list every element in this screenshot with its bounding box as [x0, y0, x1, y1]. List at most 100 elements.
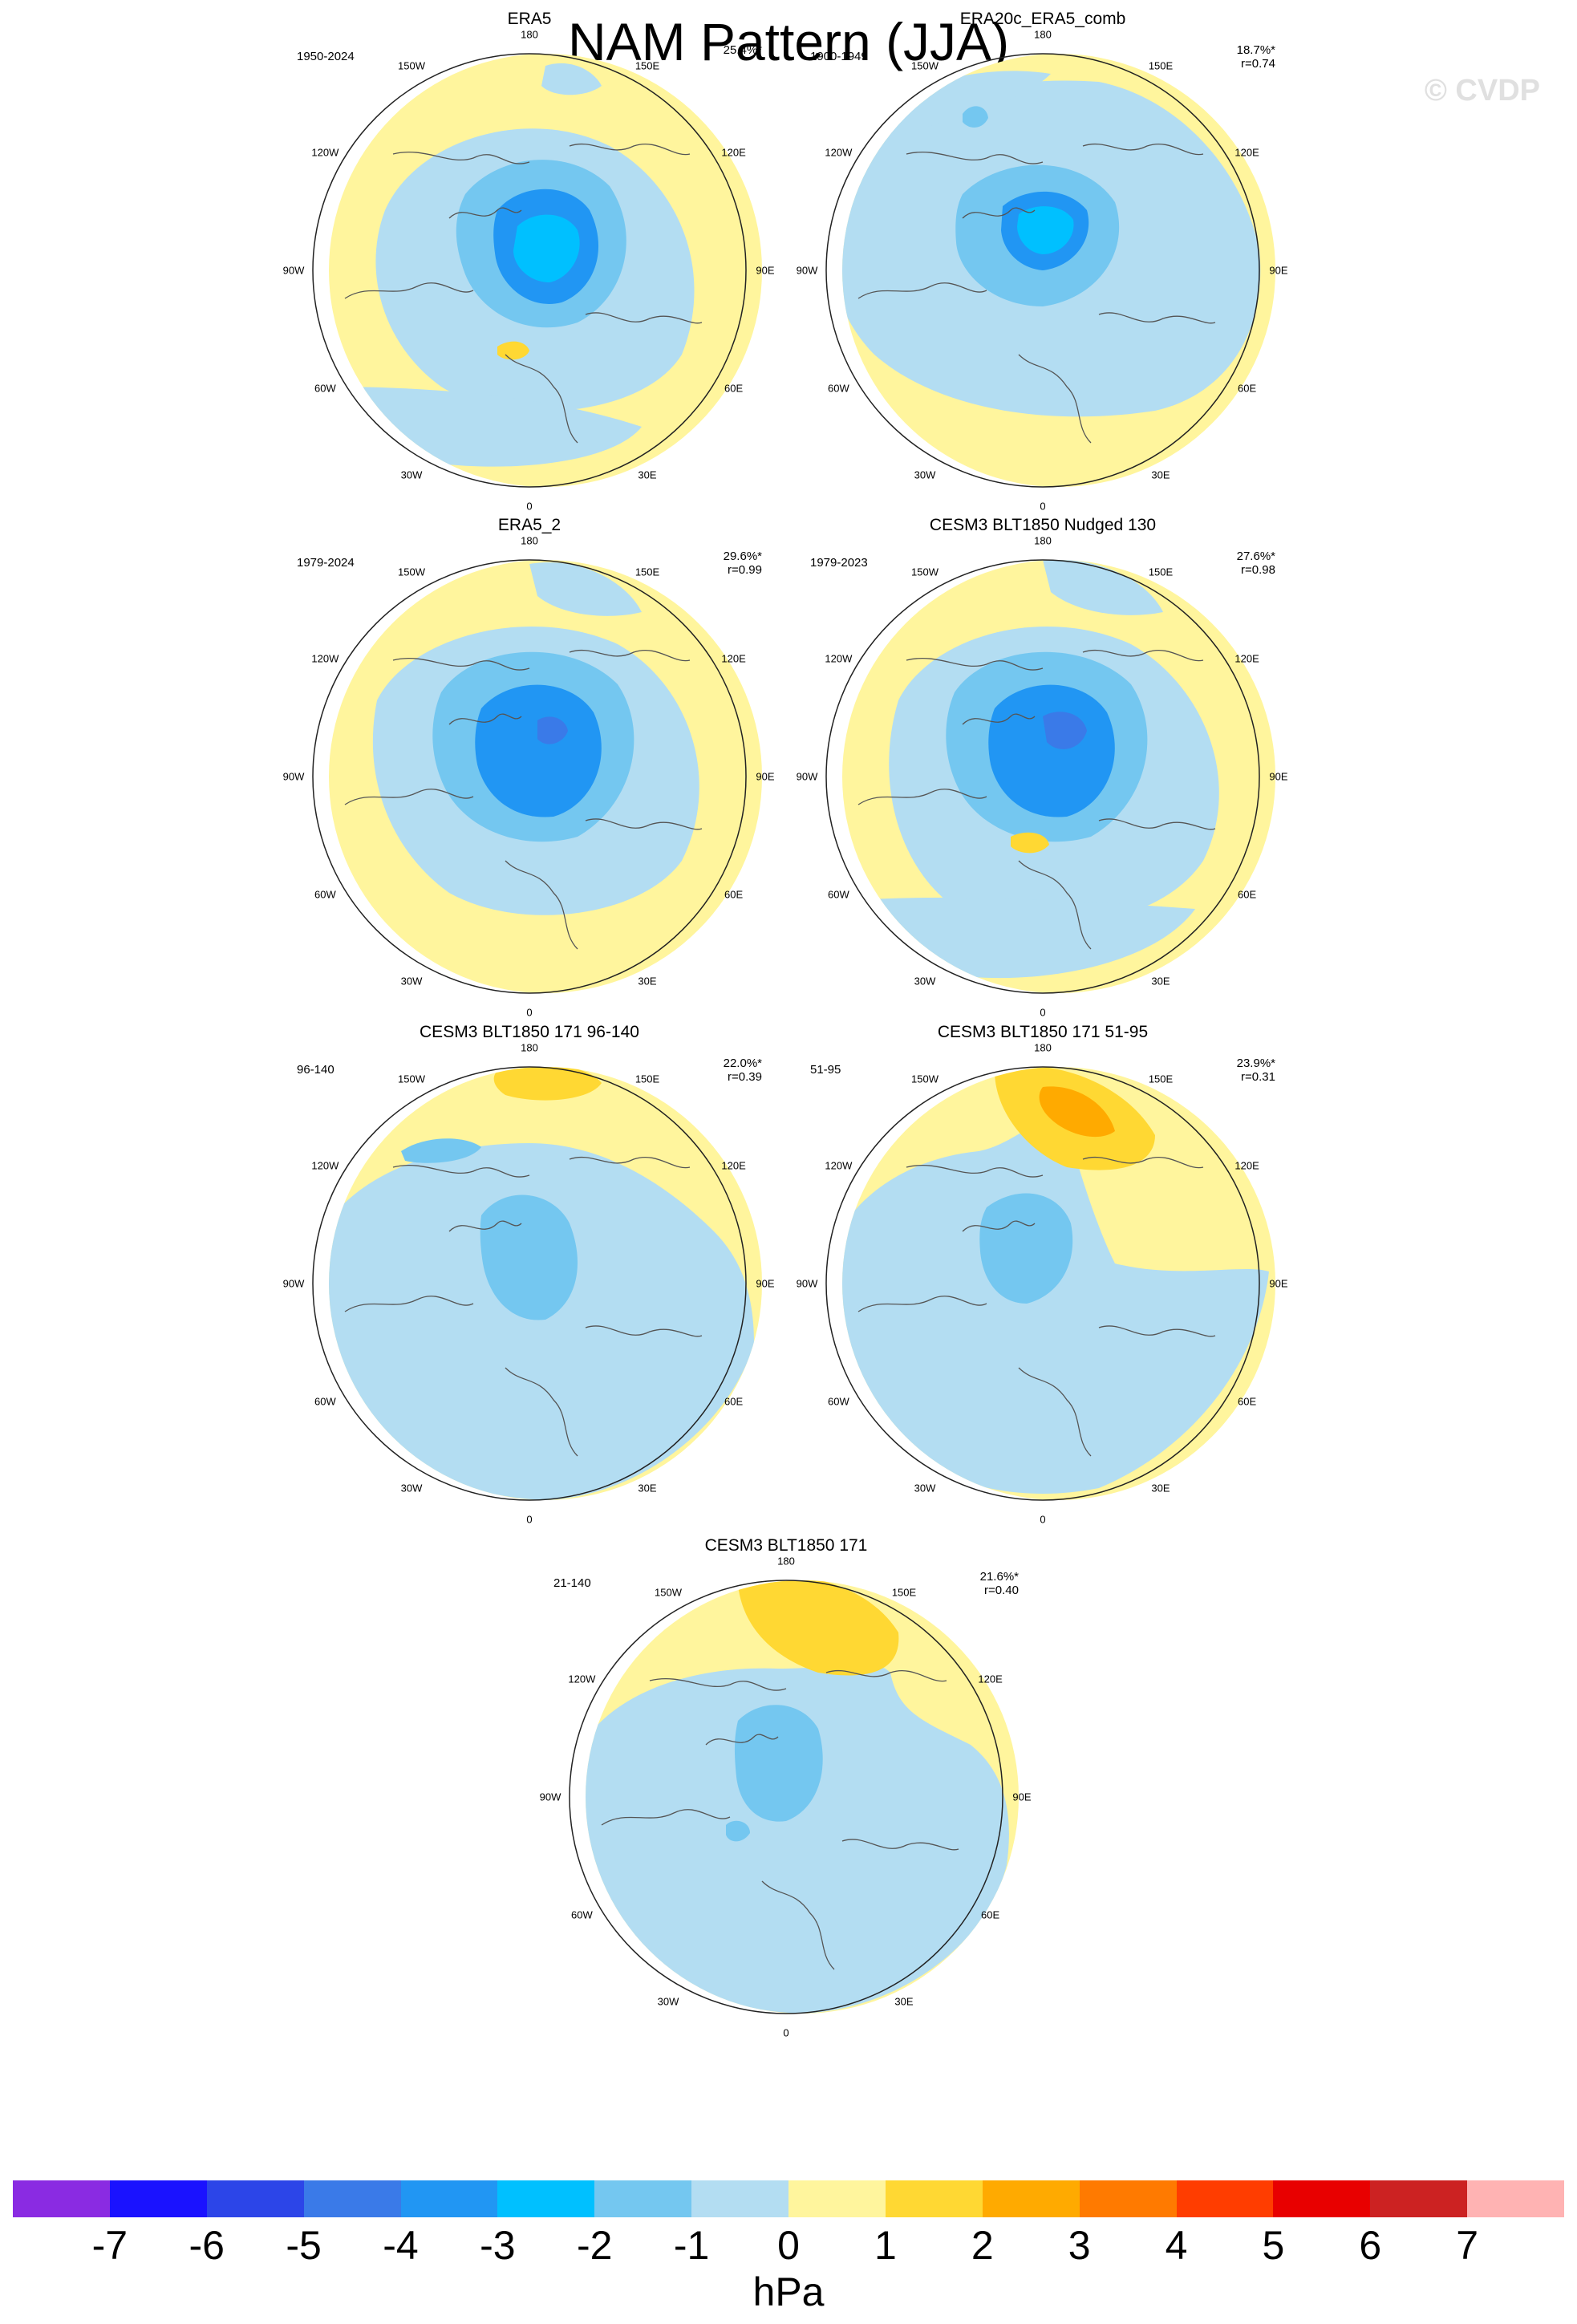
panel-title: CESM3 BLT1850 Nudged 130 [929, 516, 1157, 534]
colorbar-swatch [497, 2180, 595, 2217]
panel-title: ERA20c_ERA5_comb [959, 10, 1126, 28]
colorbar-tick-label: -3 [480, 2223, 516, 2268]
longitude-label: 60E [981, 1908, 1000, 1921]
polar-map [569, 1580, 1019, 2014]
longitude-label: 60W [828, 1395, 849, 1408]
colorbar-tick-label: -6 [189, 2223, 225, 2268]
polar-map [825, 1066, 1275, 1501]
map-boundary [569, 1580, 1003, 2014]
longitude-label: 120W [825, 652, 853, 665]
coastline [1082, 1156, 1204, 1169]
panel-period: 51-95 [810, 1063, 841, 1077]
coastline [857, 789, 987, 805]
longitude-label: 30W [400, 468, 423, 481]
longitude-label: 60W [828, 888, 849, 901]
anomaly-contour [586, 1664, 1009, 2014]
polar-map [309, 1066, 762, 1501]
map-boundary [825, 559, 1260, 994]
panel-stats: 25.4%* [724, 43, 762, 57]
map-panel: CESM3 BLT1850 171 96-140 96-140 22.0%* r=0.… [249, 1023, 810, 1526]
longitude-label: 150E [634, 566, 660, 578]
coastline [1098, 1325, 1216, 1337]
longitude-label: 150W [911, 1073, 938, 1085]
coastline [585, 312, 703, 324]
longitude-label: 120W [311, 652, 339, 665]
longitude-label: 30E [1151, 975, 1170, 988]
coastline [505, 354, 578, 444]
map-panel: ERA20c_ERA5_comb 1900-1949 18.7%* r=0.74 180… [762, 10, 1324, 513]
colorbar-tick-label: -1 [673, 2223, 710, 2268]
longitude-label: 180 [521, 1041, 538, 1054]
variance-explained: 22.0%* [723, 1057, 762, 1070]
panel-stats: 21.6%* r=0.40 [980, 1570, 1019, 1597]
longitude-label: 120E [721, 652, 746, 665]
longitude-label: 30E [638, 975, 657, 988]
longitude-label: 150W [911, 59, 938, 72]
coastline [1082, 649, 1204, 662]
variance-explained: 21.6%* [979, 1570, 1019, 1584]
coastline [1098, 312, 1216, 324]
colorbar-swatch [788, 2180, 886, 2217]
panel-period: 1979-2024 [297, 556, 355, 570]
coastline [601, 1809, 731, 1826]
colorbar-tick-label: 3 [1068, 2223, 1091, 2268]
longitude-label: 60E [1238, 888, 1257, 901]
coastline [649, 1677, 787, 1691]
longitude-label: 120W [825, 146, 853, 159]
anomaly-contour [988, 684, 1115, 817]
longitude-label: 30W [400, 975, 423, 988]
longitude-label: 120W [311, 146, 339, 159]
map-panel: ERA5_2 1979-2024 29.6%* r=0.99 180 150E 120E 90… [249, 516, 810, 1019]
longitude-label: 0 [526, 1513, 533, 1526]
colorbar-unit: hPa [752, 2269, 825, 2314]
anomaly-contour [1039, 1086, 1115, 1138]
longitude-label: 90W [282, 264, 305, 277]
variance-explained: 27.6%* [1236, 550, 1275, 563]
colorbar-tick-label: 2 [971, 2223, 994, 2268]
anomaly-contour [738, 1580, 899, 1676]
longitude-label: 30E [638, 468, 657, 481]
coastline [448, 713, 522, 725]
colorbar-tick-label: -7 [91, 2223, 128, 2268]
coastline [505, 1367, 578, 1457]
anomaly-contour [493, 1067, 602, 1101]
longitude-label: 30E [638, 1482, 657, 1495]
coastline [825, 1669, 947, 1682]
longitude-label: 60E [724, 1395, 744, 1408]
longitude-label: 150W [911, 566, 938, 578]
anomaly-contour [1011, 832, 1049, 854]
coastline [569, 143, 691, 156]
colorbar-tick-label: -2 [577, 2223, 613, 2268]
longitude-label: 60E [724, 382, 744, 395]
polar-map [312, 559, 762, 994]
panel-period: 1979-2023 [810, 556, 868, 570]
colorbar-swatch [885, 2180, 983, 2217]
anomaly-contour [734, 1705, 823, 1822]
longitude-label: 150E [1148, 566, 1174, 578]
map-boundary [312, 1066, 747, 1501]
anomaly-contour [309, 1236, 327, 1257]
coastline [705, 1734, 779, 1746]
longitude-label: 180 [777, 1555, 795, 1568]
variance-explained: 29.6%* [723, 550, 762, 563]
anomaly-contour [1043, 712, 1087, 749]
map-panel: CESM3 BLT1850 Nudged 130 1979-2023 27.6%* r… [762, 516, 1324, 1019]
longitude-label: 90W [796, 264, 818, 277]
longitude-label: 60W [314, 1395, 336, 1408]
longitude-label: 120E [1234, 146, 1259, 159]
coastline [392, 657, 530, 671]
coastline [392, 151, 530, 164]
longitude-label: 0 [526, 500, 533, 513]
longitude-label: 90E [1012, 1791, 1032, 1803]
colorbar-tick-label: 0 [777, 2223, 800, 2268]
panel-period: 1900-1949 [810, 50, 868, 63]
anomaly-contour [1017, 206, 1074, 254]
panel-title: CESM3 BLT1850 171 [704, 1536, 868, 1555]
coastline [1098, 818, 1216, 830]
panel-period: 21-140 [553, 1576, 591, 1590]
longitude-label: 120E [1234, 652, 1259, 665]
coastline [1018, 860, 1092, 950]
map-panel: CESM3 BLT1850 171 21-140 21.6%* r=0.40 180 15… [505, 1536, 1067, 2039]
panel-stats: 29.6%* r=0.99 [724, 550, 762, 577]
variance-explained: 23.9%* [1236, 1057, 1275, 1070]
